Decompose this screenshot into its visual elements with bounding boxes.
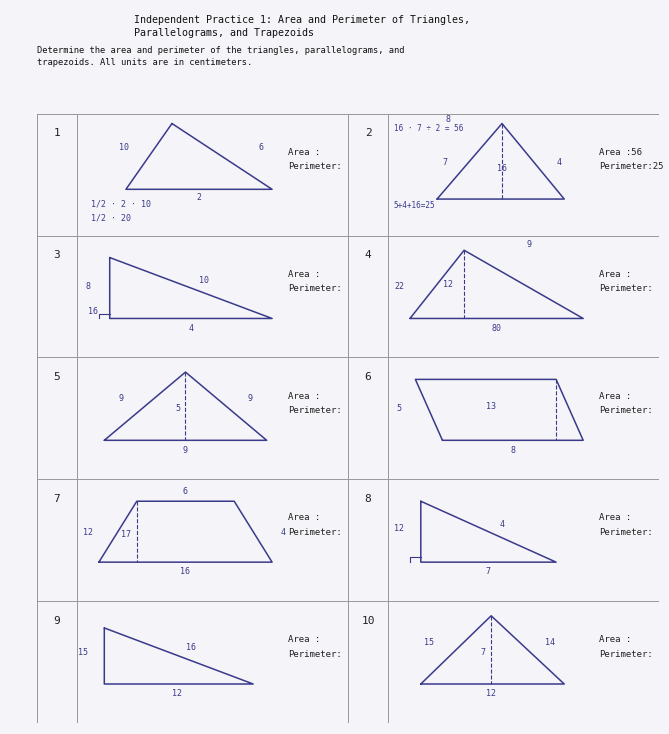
- Text: 80: 80: [492, 324, 502, 333]
- Text: 5+4+16=25: 5+4+16=25: [394, 202, 436, 211]
- Text: Determine the area and perimeter of the triangles, parallelograms, and
trapezoid: Determine the area and perimeter of the …: [37, 46, 404, 67]
- Text: 15: 15: [78, 648, 88, 657]
- Text: 6: 6: [365, 372, 371, 382]
- Text: Area :
Perimeter:: Area : Perimeter:: [599, 513, 653, 537]
- Text: Parallelograms, and Trapezoids: Parallelograms, and Trapezoids: [134, 28, 314, 38]
- Text: 6: 6: [258, 143, 264, 153]
- Text: 1: 1: [54, 128, 60, 139]
- Text: 16: 16: [186, 643, 196, 652]
- Text: 9: 9: [118, 394, 123, 404]
- Text: 12: 12: [83, 528, 93, 537]
- Text: 7: 7: [486, 567, 491, 576]
- Text: 4: 4: [365, 250, 371, 261]
- Text: 8: 8: [365, 494, 371, 504]
- Text: 13: 13: [486, 401, 496, 411]
- Text: 5: 5: [397, 404, 401, 413]
- Text: Area :
Perimeter:: Area : Perimeter:: [288, 148, 342, 172]
- Text: Area :
Perimeter:: Area : Perimeter:: [599, 635, 653, 659]
- Text: 10: 10: [199, 276, 209, 286]
- Text: 17: 17: [121, 530, 131, 539]
- Text: 9: 9: [54, 616, 60, 626]
- Text: 15: 15: [424, 638, 434, 647]
- Text: 6: 6: [183, 487, 188, 496]
- Text: 14: 14: [545, 638, 555, 647]
- Text: 8: 8: [510, 446, 515, 454]
- Text: 9: 9: [183, 446, 188, 454]
- Text: 4: 4: [500, 520, 504, 529]
- Text: 9: 9: [527, 239, 532, 249]
- Text: 8: 8: [86, 283, 90, 291]
- Text: 3: 3: [54, 250, 60, 261]
- Text: Area :
Perimeter:: Area : Perimeter:: [288, 635, 342, 659]
- Text: 2: 2: [197, 193, 201, 203]
- Text: 9: 9: [248, 394, 253, 404]
- Text: Area :
Perimeter:: Area : Perimeter:: [288, 513, 342, 537]
- Text: 7: 7: [54, 494, 60, 504]
- Text: 10: 10: [118, 143, 128, 153]
- Text: 12: 12: [443, 280, 453, 289]
- Text: 16: 16: [88, 307, 98, 316]
- Text: 10: 10: [361, 616, 375, 626]
- Text: 1/2 · 2 · 10: 1/2 · 2 · 10: [91, 199, 151, 208]
- Text: Independent Practice 1: Area and Perimeter of Triangles,: Independent Practice 1: Area and Perimet…: [134, 15, 470, 25]
- Text: Area :
Perimeter:: Area : Perimeter:: [599, 391, 653, 415]
- Text: 16: 16: [181, 567, 191, 576]
- Text: 5: 5: [54, 372, 60, 382]
- Text: 12: 12: [394, 523, 404, 533]
- Text: 16 · 7 ÷ 2 = 56: 16 · 7 ÷ 2 = 56: [394, 123, 463, 133]
- Text: Area :56
Perimeter:25: Area :56 Perimeter:25: [599, 148, 664, 172]
- Text: 4: 4: [189, 324, 193, 333]
- Text: 7: 7: [481, 648, 486, 657]
- Text: Area :
Perimeter:: Area : Perimeter:: [599, 269, 653, 294]
- Text: 7: 7: [443, 158, 448, 167]
- Text: 16: 16: [497, 164, 507, 173]
- Text: 4: 4: [280, 528, 286, 537]
- Text: Area :
Perimeter:: Area : Perimeter:: [288, 269, 342, 294]
- Text: 12: 12: [173, 689, 183, 698]
- Text: Area :
Perimeter:: Area : Perimeter:: [288, 391, 342, 415]
- Text: 8: 8: [446, 115, 450, 124]
- Text: 2: 2: [365, 128, 371, 139]
- Text: 1/2 · 20: 1/2 · 20: [91, 214, 130, 222]
- Text: 4: 4: [556, 158, 561, 167]
- Text: 5: 5: [175, 404, 180, 413]
- Text: 22: 22: [394, 283, 404, 291]
- Text: 12: 12: [486, 689, 496, 698]
